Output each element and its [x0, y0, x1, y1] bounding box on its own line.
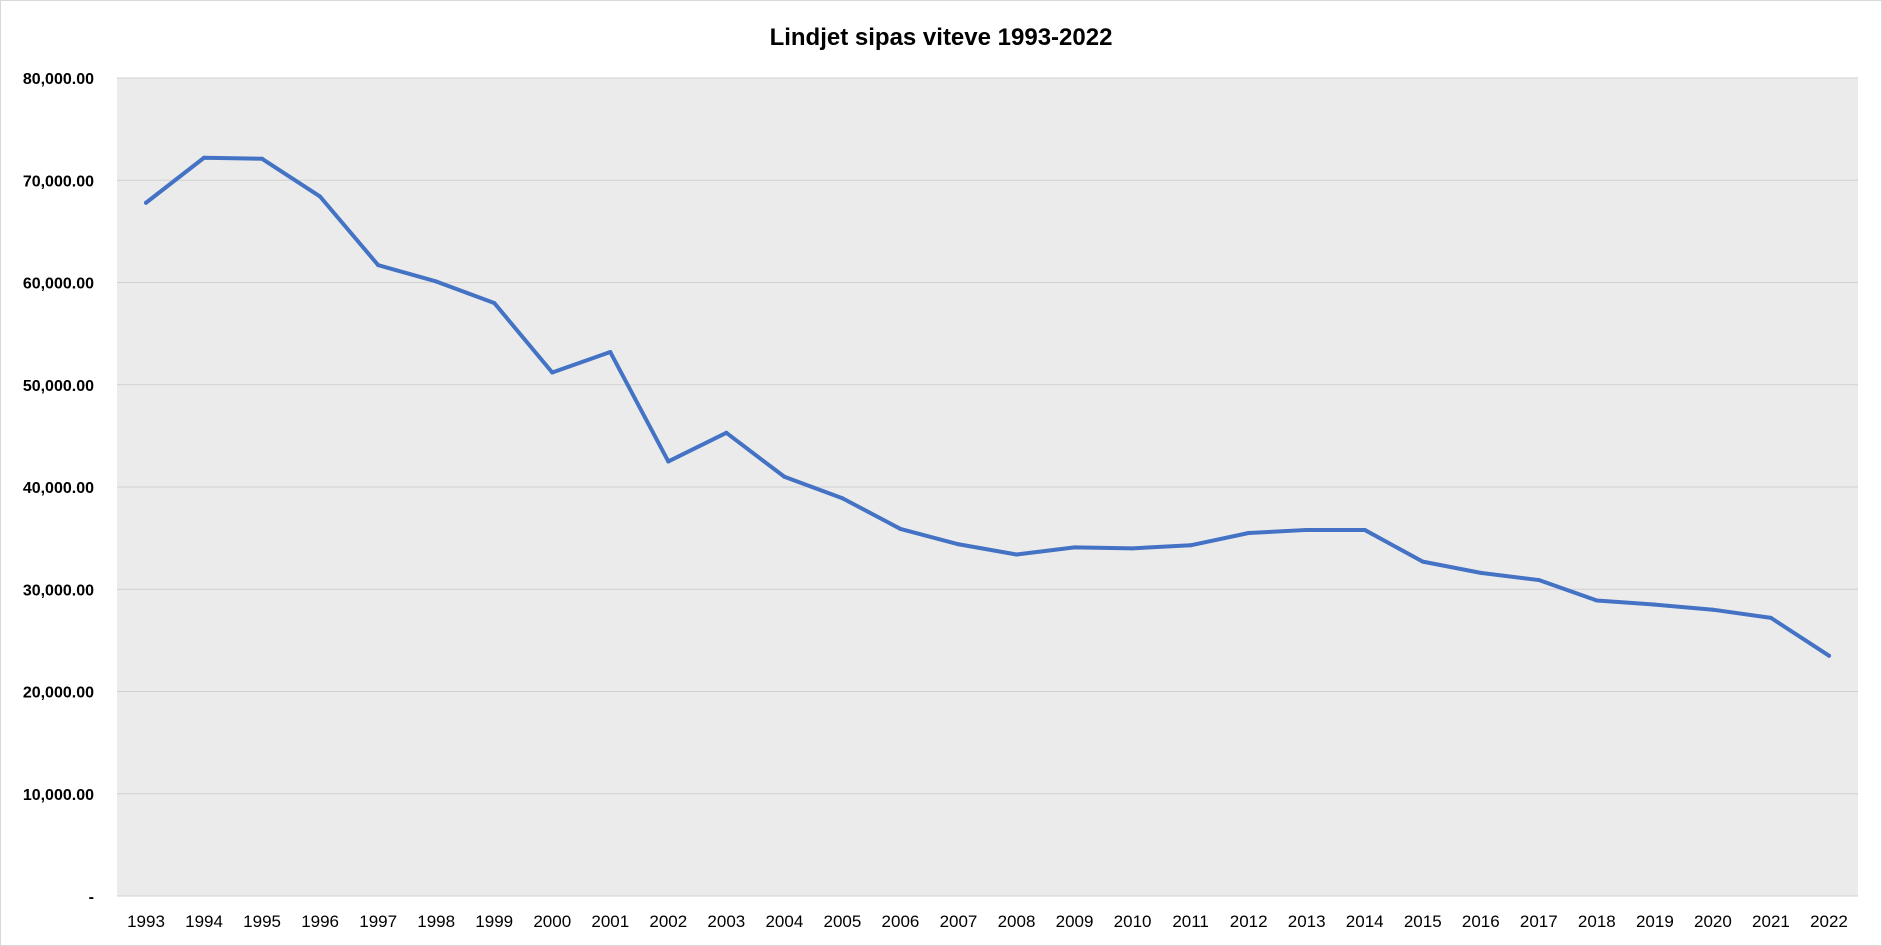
data-point-2009: [1072, 545, 1077, 550]
data-point-2000: [550, 370, 555, 375]
x-tick-label: 1994: [185, 912, 223, 931]
x-tick-label: 2020: [1694, 912, 1732, 931]
x-tick-label: 1998: [417, 912, 455, 931]
data-point-2017: [1536, 578, 1541, 583]
data-point-2004: [782, 474, 787, 479]
data-point-2021: [1768, 615, 1773, 620]
x-tick-label: 2000: [533, 912, 571, 931]
data-point-2012: [1246, 531, 1251, 536]
y-tick-label: 60,000.00: [23, 276, 94, 293]
x-tick-label: 1999: [475, 912, 513, 931]
x-tick-label: 2002: [649, 912, 687, 931]
x-tick-label: 2022: [1810, 912, 1848, 931]
data-point-2005: [840, 496, 845, 501]
y-tick-label: 50,000.00: [23, 378, 94, 395]
x-tick-label: 2015: [1404, 912, 1442, 931]
x-tick-label: 2021: [1752, 912, 1790, 931]
x-tick-label: 1996: [301, 912, 339, 931]
x-tick-label: 2004: [765, 912, 803, 931]
x-tick-label: 2006: [882, 912, 920, 931]
x-tick-label: 1995: [243, 912, 281, 931]
series-layer: [144, 155, 1831, 658]
data-point-1999: [492, 300, 497, 305]
y-tick-label: 20,000.00: [23, 685, 94, 702]
data-point-2022: [1826, 653, 1831, 658]
y-tick-label: 70,000.00: [23, 173, 94, 190]
data-point-1993: [144, 200, 149, 205]
data-point-2011: [1188, 543, 1193, 548]
x-tick-label: 2018: [1578, 912, 1616, 931]
x-tick-label: 2016: [1462, 912, 1500, 931]
x-tick-label: 2009: [1056, 912, 1094, 931]
x-tick-label: 2010: [1114, 912, 1152, 931]
y-tick-label: -: [89, 889, 94, 906]
data-point-2014: [1362, 527, 1367, 532]
x-tick-label: 2013: [1288, 912, 1326, 931]
data-point-2002: [666, 459, 671, 464]
chart-title: Lindjet sipas viteve 1993-2022: [770, 24, 1113, 51]
data-point-1997: [376, 263, 381, 268]
x-tick-label: 1997: [359, 912, 397, 931]
y-tick-label: 10,000.00: [23, 787, 94, 804]
x-tick-label: 2014: [1346, 912, 1384, 931]
x-tick-label: 2008: [998, 912, 1036, 931]
y-tick-label: 80,000.00: [23, 71, 94, 88]
data-point-2008: [1014, 552, 1019, 557]
data-point-2013: [1304, 527, 1309, 532]
y-tick-label: 40,000.00: [23, 480, 94, 497]
data-point-2001: [608, 350, 613, 355]
data-point-2020: [1710, 607, 1715, 612]
data-points: [144, 155, 1831, 658]
data-point-1995: [260, 156, 265, 161]
data-point-2019: [1652, 602, 1657, 607]
gridlines: [117, 77, 1858, 897]
x-tick-label: 2001: [591, 912, 629, 931]
series-line: [144, 155, 1831, 658]
y-tick-label: 30,000.00: [23, 582, 94, 599]
x-tick-label: 2017: [1520, 912, 1558, 931]
x-tick-label: 2003: [707, 912, 745, 931]
data-point-1996: [318, 194, 323, 199]
x-axis-tick-labels: 1993 1994 1995 1996 1997 1998 1999 2000 2001 2002…: [127, 912, 1848, 931]
x-tick-label: 2005: [824, 912, 862, 931]
data-point-2015: [1420, 559, 1425, 564]
y-axis-tick-labels: - 10,000.00 20,000.00 30,000.00 40,000.00 50,…: [23, 71, 94, 906]
x-tick-label: 1993: [127, 912, 165, 931]
data-point-2010: [1130, 546, 1135, 551]
x-tick-label: 2007: [940, 912, 978, 931]
data-point-2018: [1594, 598, 1599, 603]
data-point-2007: [956, 542, 961, 547]
data-point-2016: [1478, 570, 1483, 575]
data-point-2003: [724, 430, 729, 435]
x-tick-label: 2011: [1172, 912, 1209, 931]
x-tick-label: 2019: [1636, 912, 1674, 931]
data-point-1998: [434, 279, 439, 284]
data-point-1994: [202, 155, 207, 160]
x-tick-label: 2012: [1230, 912, 1268, 931]
data-point-2006: [898, 526, 903, 531]
